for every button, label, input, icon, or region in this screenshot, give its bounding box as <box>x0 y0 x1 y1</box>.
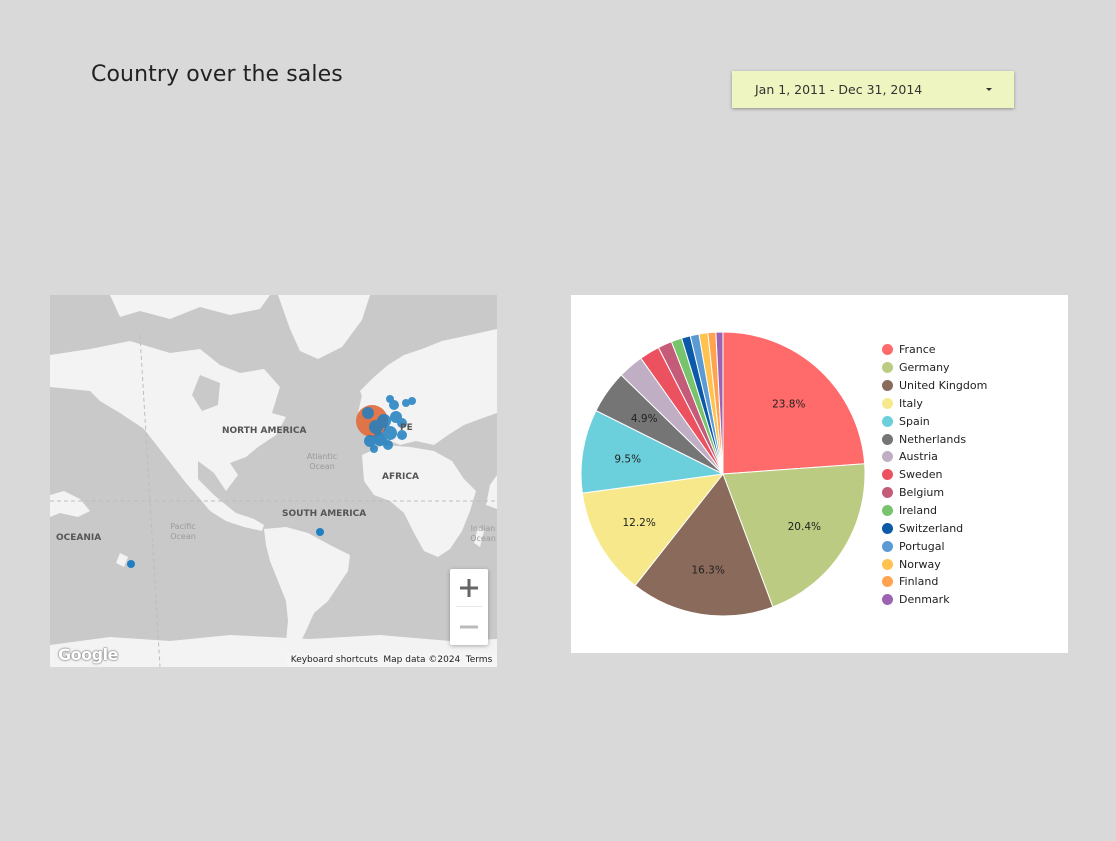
legend-swatch <box>882 415 893 427</box>
zoom-in-button[interactable] <box>450 569 488 606</box>
pie-slice-label: 23.8% <box>772 398 805 410</box>
pie-slice-united-kingdom[interactable] <box>634 472 774 617</box>
greenland-shape <box>278 295 370 359</box>
legend-item[interactable]: Italy <box>882 395 987 413</box>
oceania-shape <box>50 491 90 517</box>
hudson-bay-shape <box>192 375 220 411</box>
map-marker-brazil <box>316 528 324 536</box>
legend-item[interactable]: Denmark <box>882 591 987 609</box>
legend-label: Sweden <box>899 468 943 482</box>
pie-slice-label: 16.3% <box>691 564 724 576</box>
legend-item[interactable]: Norway <box>882 555 987 573</box>
plus-icon[interactable] <box>459 578 479 598</box>
chevron-down-icon[interactable] <box>986 88 992 91</box>
map-label-atlantic-ocean: Atlantic Ocean <box>306 452 338 471</box>
legend-label: Germany <box>899 361 950 375</box>
legend-item[interactable]: France <box>882 341 987 359</box>
legend-label: Denmark <box>899 593 950 607</box>
legend-swatch <box>882 522 893 534</box>
legend-label: Belgium <box>899 486 945 500</box>
legend-swatch <box>882 344 893 356</box>
legend-label: Netherlands <box>899 432 967 446</box>
legend-item[interactable]: Austria <box>882 448 987 466</box>
page-title: Country over the sales <box>91 62 343 87</box>
legend-item[interactable]: Belgium <box>882 484 987 502</box>
map-marker-new-zealand <box>127 560 135 568</box>
pie-slice-label: 12.2% <box>622 517 655 529</box>
minus-icon[interactable] <box>459 617 479 637</box>
pie-slice-label: 4.9% <box>631 413 658 425</box>
legend-item[interactable]: Sweden <box>882 466 987 484</box>
map-data-attribution: Map data ©2024 <box>383 655 461 665</box>
terms-link[interactable]: Terms <box>465 655 493 665</box>
pie-chart-panel: 23.8% 20.4% 16.3% 12.2% 9.5% 4.9% France Germa… <box>571 295 1068 653</box>
legend-swatch <box>882 576 893 588</box>
africa-shape <box>362 445 476 557</box>
date-range-picker[interactable]: Jan 1, 2011 - Dec 31, 2014 <box>732 71 1014 108</box>
map-marker-cluster <box>362 395 416 453</box>
legend-swatch <box>882 380 893 392</box>
legend-item[interactable]: Germany <box>882 359 987 377</box>
legend-item[interactable]: Ireland <box>882 502 987 520</box>
pie-slice-label: 9.5% <box>614 453 641 465</box>
map-label-indian-ocean: Indian Ocean <box>470 524 496 543</box>
new-zealand-shape <box>116 553 128 567</box>
legend-swatch <box>882 397 893 409</box>
legend-label: Ireland <box>899 504 938 518</box>
legend-item[interactable]: Finland <box>882 573 987 591</box>
legend-item[interactable]: United Kingdom <box>882 377 987 395</box>
legend-label: Portugal <box>899 539 945 553</box>
legend-label: Switzerland <box>899 521 964 535</box>
google-logo[interactable]: Google <box>58 645 118 664</box>
legend-swatch <box>882 469 893 481</box>
map-footer: Keyboard shortcuts Map data ©2024 Terms <box>286 653 497 667</box>
south-america-shape <box>264 527 350 655</box>
zoom-divider <box>456 606 482 607</box>
legend-swatch <box>882 594 893 606</box>
pie-slice-italy[interactable] <box>581 473 725 587</box>
pie-slice-denmark[interactable] <box>715 331 724 475</box>
map-label-africa: AFRICA <box>382 472 419 482</box>
legend-label: Spain <box>899 414 930 428</box>
map-label-oceania: OCEANIA <box>56 533 102 543</box>
legend-label: France <box>899 343 936 357</box>
legend-item[interactable]: Netherlands <box>882 430 987 448</box>
pie-slice-france[interactable] <box>722 331 866 475</box>
keyboard-shortcuts-link[interactable]: Keyboard shortcuts <box>290 655 378 665</box>
legend-swatch <box>882 505 893 517</box>
date-range-value: Jan 1, 2011 - Dec 31, 2014 <box>755 82 923 97</box>
map-label-pacific-ocean: Pacific Ocean <box>170 522 196 541</box>
geo-map[interactable]: NORTH AMERICA SOUTH AMERICA AFRICA OCEAN… <box>50 295 497 667</box>
zoom-out-button[interactable] <box>450 608 488 645</box>
zoom-control <box>450 569 488 645</box>
legend-swatch <box>882 558 893 570</box>
pie-slice-spain[interactable] <box>580 409 725 494</box>
legend-label: Italy <box>899 396 923 410</box>
madagascar-shape <box>474 527 484 547</box>
pie-slice-label: 20.4% <box>788 521 821 533</box>
legend-label: Norway <box>899 557 941 571</box>
map-label-europe: PE <box>400 423 413 433</box>
legend-swatch <box>882 433 893 445</box>
map-label-south-america: SOUTH AMERICA <box>282 509 367 519</box>
legend-swatch <box>882 362 893 374</box>
legend-item[interactable]: Portugal <box>882 537 987 555</box>
legend-label: United Kingdom <box>899 379 988 393</box>
chart-legend: France Germany United Kingdom Italy Spain Net… <box>882 341 987 609</box>
legend-item[interactable]: Spain <box>882 412 987 430</box>
map-canvas[interactable] <box>50 295 497 667</box>
pie-slice-germany[interactable] <box>722 463 866 608</box>
pie-chart[interactable]: 23.8% 20.4% 16.3% 12.2% 9.5% 4.9% <box>571 295 1068 653</box>
legend-item[interactable]: Switzerland <box>882 519 987 537</box>
north-america-shape <box>50 341 286 531</box>
legend-swatch <box>882 540 893 552</box>
arctic-islands-shape <box>110 295 270 319</box>
legend-label: Austria <box>899 450 938 464</box>
legend-swatch <box>882 487 893 499</box>
legend-label: Finland <box>899 575 939 589</box>
map-label-north-america: NORTH AMERICA <box>222 426 307 436</box>
legend-swatch <box>882 451 893 463</box>
